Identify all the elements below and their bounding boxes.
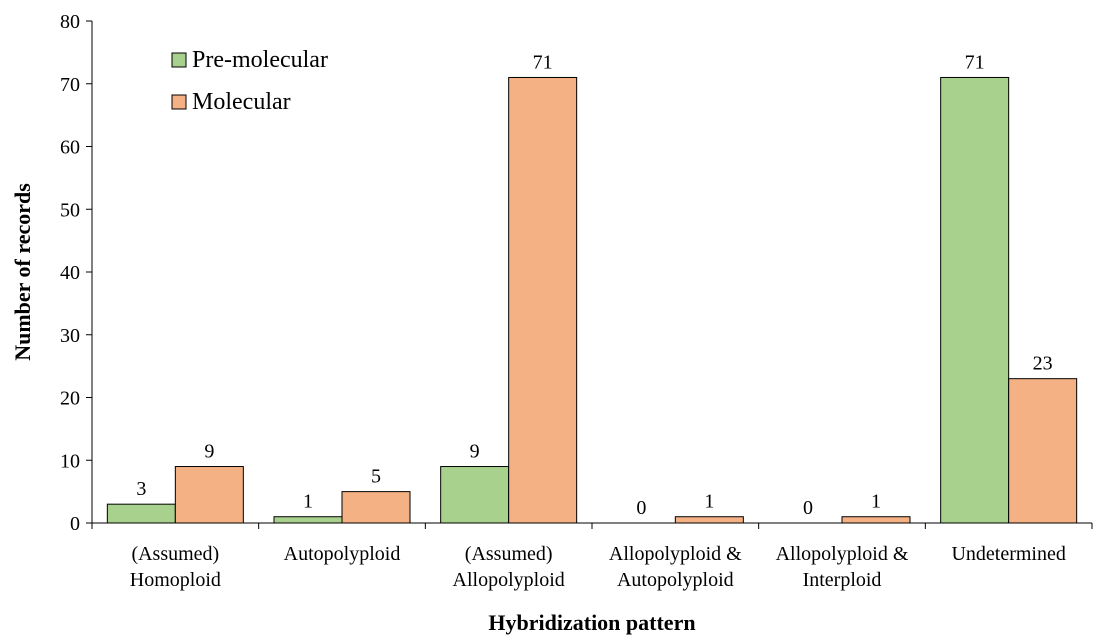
x-category-label: Allopolyploid	[453, 569, 565, 591]
x-category-label: Autopolyploid	[284, 543, 401, 565]
bar-molecular	[508, 76, 578, 524]
legend-swatch-molecular	[171, 94, 187, 110]
y-tick-label: 10	[60, 450, 80, 472]
y-tick-label: 0	[70, 513, 80, 535]
data-label: 0	[803, 497, 813, 519]
x-category-label: Allopolyploid &	[776, 543, 909, 565]
bar-pre-molecular	[940, 76, 1010, 524]
legend-swatch-pre-molecular	[171, 52, 187, 68]
legend-label-molecular: Molecular	[192, 89, 291, 115]
data-label: 0	[636, 497, 646, 519]
data-label: 3	[136, 478, 146, 500]
bar-molecular	[1008, 378, 1078, 524]
y-tick-label: 20	[60, 388, 80, 410]
x-category-label: Autopolyploid	[617, 569, 734, 591]
data-label: 1	[871, 491, 881, 513]
legend: Pre-molecular Molecular	[171, 47, 328, 115]
y-axis-title: Number of records	[10, 183, 35, 361]
data-label: 71	[965, 51, 985, 73]
data-label: 71	[533, 51, 553, 73]
bar-pre-molecular	[440, 466, 510, 524]
x-category-label: Allopolyploid &	[609, 543, 742, 565]
data-label: 9	[204, 441, 214, 463]
y-tick-label: 30	[60, 325, 80, 347]
y-tick-label: 40	[60, 262, 80, 284]
y-tick-label: 80	[60, 11, 80, 33]
x-axis-title: Hybridization pattern	[488, 610, 695, 635]
data-label: 1	[704, 491, 714, 513]
y-tick-label: 50	[60, 199, 80, 221]
category-labels: (Assumed) Homoploid Autopolyploid (Assumed)…	[130, 543, 1066, 591]
bar-pre-molecular	[106, 503, 176, 524]
x-category-label: (Assumed)	[131, 543, 219, 565]
y-tick-label: 60	[60, 137, 80, 159]
bar-pre-molecular	[273, 516, 343, 524]
legend-label-pre-molecular: Pre-molecular	[192, 47, 328, 73]
bars	[106, 76, 1078, 524]
x-category-label: Homoploid	[130, 569, 221, 591]
x-category-label: (Assumed)	[465, 543, 553, 565]
bar-molecular	[174, 466, 244, 524]
data-label: 9	[470, 441, 480, 463]
bar-molecular	[841, 516, 911, 524]
x-category-label: Undetermined	[951, 543, 1065, 565]
data-label: 5	[371, 466, 381, 488]
bar-molecular	[674, 516, 744, 524]
y-tick-label: 70	[60, 74, 80, 96]
data-label: 23	[1033, 353, 1053, 375]
x-category-label: Interploid	[803, 569, 882, 591]
data-label: 1	[303, 491, 313, 513]
bar-molecular	[341, 491, 411, 524]
